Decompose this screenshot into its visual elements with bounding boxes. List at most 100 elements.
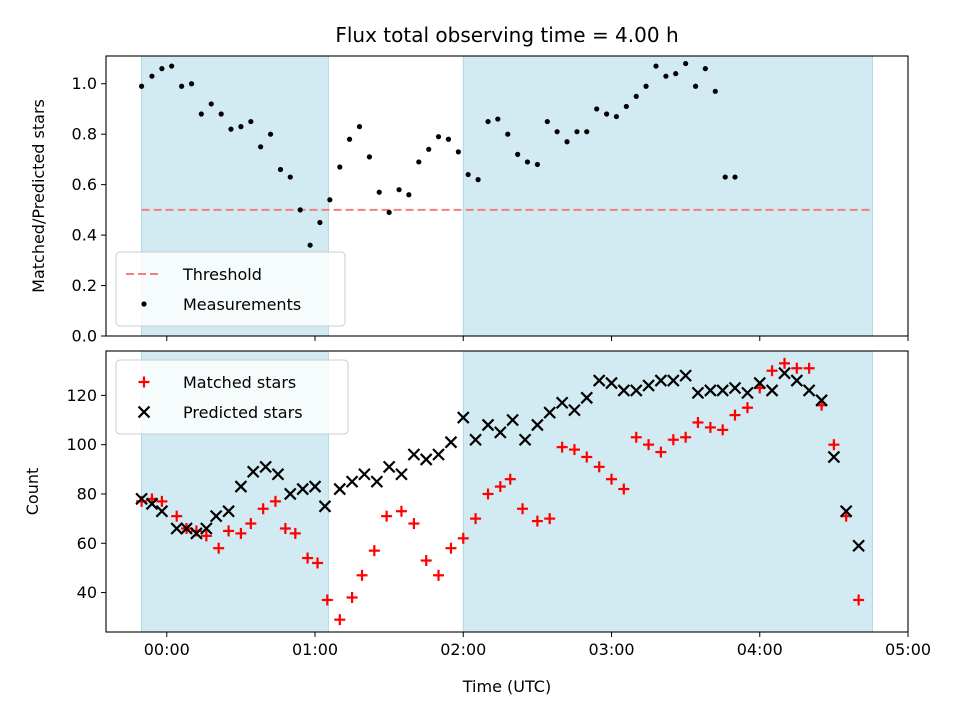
point-1-1-42-b <box>642 379 655 392</box>
point-1-0-18 <box>334 614 346 626</box>
point-0-0-47 <box>604 111 610 117</box>
point-1-1-12-b <box>271 467 285 481</box>
point-1-1-13-b <box>283 487 297 501</box>
x-axis-label: Time (UTC) <box>462 677 551 696</box>
point-1-1-20 <box>370 475 384 488</box>
point-1-1-55 <box>802 384 816 397</box>
point-1-0-34 <box>531 515 543 527</box>
y-tick-label-0-2: 0.4 <box>72 226 97 245</box>
point-1-1-45 <box>679 369 692 382</box>
point-1-0-50 <box>729 409 741 421</box>
point-1-1-22 <box>395 467 408 481</box>
y-tick-label-0-0: 0.0 <box>72 327 97 346</box>
point-1-1-33-b <box>531 418 544 432</box>
point-0-0-55 <box>683 60 689 67</box>
point-0-0-7 <box>208 101 214 107</box>
shaded-interval-0-1 <box>462 55 873 337</box>
point-0-0-39 <box>524 159 531 165</box>
point-0-0-13 <box>267 131 274 137</box>
point-0-0-51 <box>643 83 649 89</box>
point-1-1-33 <box>531 418 544 432</box>
point-1-0-41 <box>618 483 630 495</box>
point-1-1-25 <box>432 448 445 461</box>
point-0-0-21 <box>346 136 353 142</box>
point-1-1-47 <box>704 384 717 397</box>
point-1-0-51 <box>741 402 753 414</box>
legend-label-0-1: Measurements <box>183 295 301 314</box>
point-0-0-56 <box>692 83 699 89</box>
point-1-1-27 <box>456 411 470 424</box>
point-1-0-3 <box>171 510 183 522</box>
point-1-0-45 <box>667 434 679 446</box>
point-1-0-56 <box>803 362 815 374</box>
point-1-1-7-b <box>209 509 223 523</box>
point-1-1-56-b <box>815 394 828 407</box>
point-0-0-10 <box>238 124 244 130</box>
point-0-0-5 <box>188 81 195 87</box>
point-1-1-13 <box>283 487 297 501</box>
point-1-0-48 <box>704 421 716 433</box>
point-1-0-14 <box>289 527 301 539</box>
point-1-1-30-b <box>494 426 507 439</box>
chart-title: Flux total observing time = 4.00 h <box>335 23 678 47</box>
point-1-1-19 <box>358 467 371 481</box>
point-1-1-7 <box>209 509 223 523</box>
y-tick-label-0-4: 0.8 <box>72 125 97 144</box>
point-1-1-12 <box>271 467 285 481</box>
point-0-0-19 <box>327 197 333 203</box>
point-1-1-48 <box>716 384 729 397</box>
x-tick-label-1: 01:00 <box>292 640 338 659</box>
point-0-0-42 <box>554 129 560 135</box>
point-0-0-48 <box>613 113 620 120</box>
point-1-1-26-b <box>444 435 458 449</box>
point-1-1-4-b <box>180 522 193 535</box>
point-1-1-54 <box>790 374 804 387</box>
point-0-0-6 <box>198 111 204 117</box>
y-axis-label-0: Matched/Predicted stars <box>29 99 48 293</box>
y-tick-label-1-1: 60 <box>77 534 97 553</box>
point-1-1-8-b <box>222 504 235 518</box>
point-1-1-44-b <box>667 374 680 387</box>
point-1-0-17 <box>321 594 333 606</box>
point-1-1-53-b <box>778 366 791 380</box>
point-1-1-50 <box>741 386 754 400</box>
point-1-1-34 <box>543 406 556 419</box>
point-1-1-6-b <box>200 522 213 535</box>
point-1-1-17 <box>333 482 347 496</box>
point-0-0-59 <box>722 174 728 180</box>
point-1-1-39 <box>605 376 618 390</box>
point-0-0-33 <box>465 171 471 178</box>
point-1-0-16 <box>312 557 324 569</box>
point-1-0-33 <box>517 503 529 515</box>
point-1-0-46 <box>680 431 692 443</box>
point-0-0-25 <box>386 209 392 215</box>
point-1-1-3 <box>170 522 183 535</box>
point-1-1-9-b <box>234 480 248 493</box>
point-1-0-27 <box>445 542 457 554</box>
legend-handle-0-1 <box>141 301 147 307</box>
point-0-0-40 <box>534 161 540 168</box>
point-0-0-27 <box>406 192 412 198</box>
point-0-0-15 <box>287 174 293 180</box>
point-1-0-20 <box>356 569 368 581</box>
point-0-0-44 <box>574 129 580 135</box>
point-1-1-53 <box>778 366 791 380</box>
point-1-1-0 <box>135 492 148 506</box>
y-tick-label-0-3: 0.6 <box>72 175 97 194</box>
y-tick-label-0-1: 0.2 <box>72 276 97 295</box>
point-0-0-35 <box>485 118 491 125</box>
point-1-1-52-b <box>765 384 779 397</box>
point-1-1-50-b <box>741 386 754 400</box>
point-1-1-54-b <box>790 374 804 387</box>
point-1-0-29 <box>470 513 482 525</box>
point-1-1-23-b <box>407 448 421 461</box>
point-0-0-53 <box>663 73 669 79</box>
axes-frame-0 <box>105 55 909 337</box>
point-0-0-37 <box>505 131 511 137</box>
point-1-1-27-b <box>456 411 470 424</box>
legend-handle-1-1 <box>137 405 151 419</box>
point-0-0-22 <box>356 124 363 130</box>
point-1-1-4 <box>180 522 193 535</box>
point-1-0-8 <box>223 525 235 537</box>
point-1-1-39-b <box>605 376 618 390</box>
